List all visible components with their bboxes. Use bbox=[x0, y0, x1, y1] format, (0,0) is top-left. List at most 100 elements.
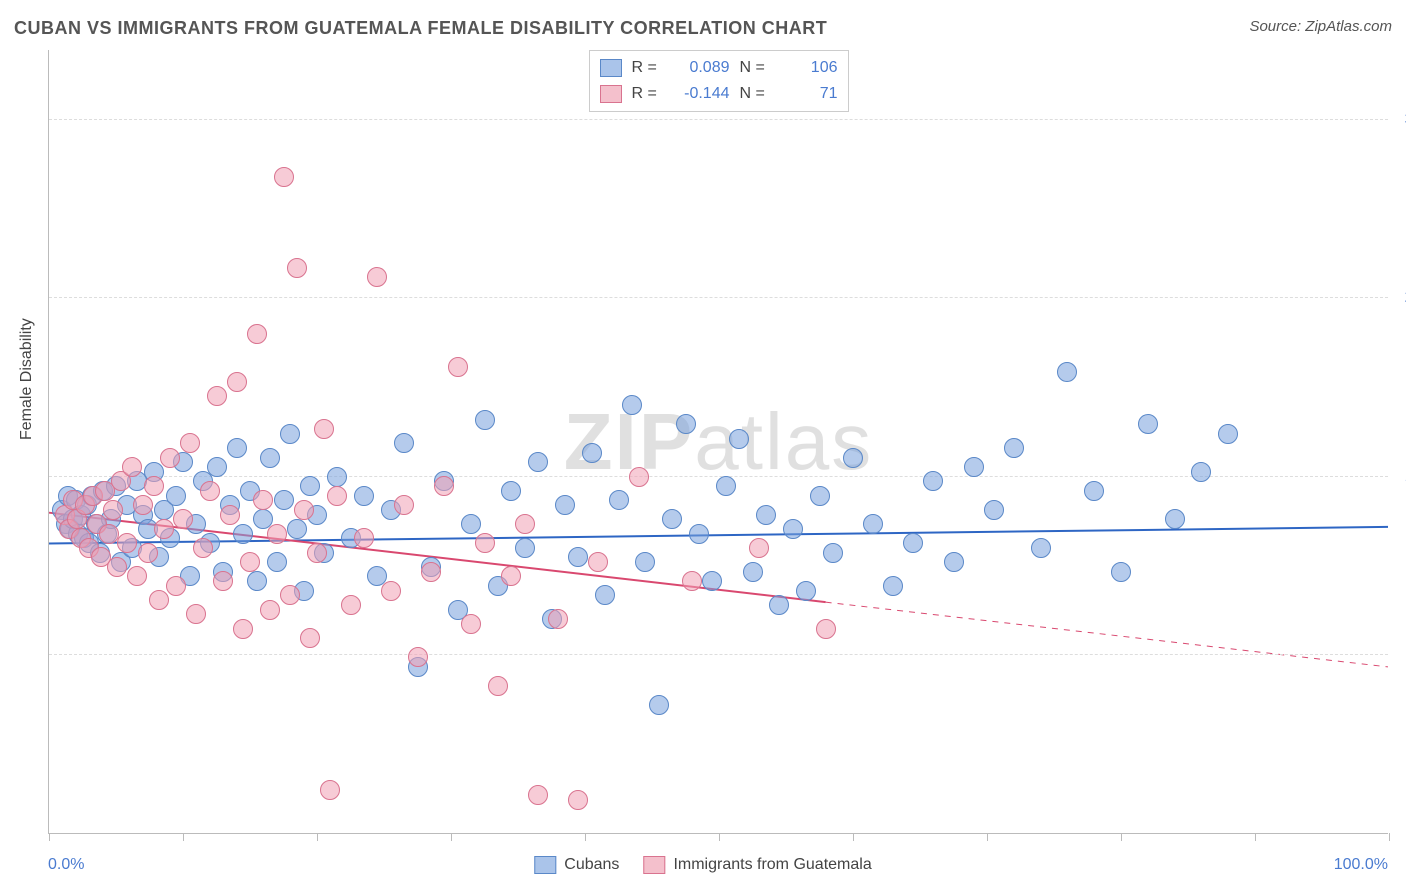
data-point bbox=[729, 429, 749, 449]
x-tick bbox=[451, 833, 452, 841]
data-point bbox=[122, 457, 142, 477]
data-point bbox=[984, 500, 1004, 520]
x-tick bbox=[1121, 833, 1122, 841]
data-point bbox=[421, 562, 441, 582]
plot-area: ZIPatlas R =0.089N =106R =-0.144N =71 7.… bbox=[48, 50, 1388, 834]
gridline bbox=[49, 476, 1388, 477]
data-point bbox=[501, 481, 521, 501]
data-point bbox=[103, 500, 123, 520]
data-point bbox=[1138, 414, 1158, 434]
n-label: N = bbox=[740, 85, 768, 103]
data-point bbox=[528, 452, 548, 472]
trend-line-dashed bbox=[826, 602, 1388, 667]
legend-item: Cubans bbox=[534, 856, 619, 874]
data-point bbox=[816, 619, 836, 639]
x-tick bbox=[987, 833, 988, 841]
data-point bbox=[207, 457, 227, 477]
data-point bbox=[354, 486, 374, 506]
data-point bbox=[107, 557, 127, 577]
data-point bbox=[260, 600, 280, 620]
data-point bbox=[408, 647, 428, 667]
data-point bbox=[274, 167, 294, 187]
data-point bbox=[186, 604, 206, 624]
data-point bbox=[240, 552, 260, 572]
data-point bbox=[233, 619, 253, 639]
data-point bbox=[923, 471, 943, 491]
data-point bbox=[213, 571, 233, 591]
data-point bbox=[253, 490, 273, 510]
data-point bbox=[629, 467, 649, 487]
x-tick bbox=[853, 833, 854, 841]
data-point bbox=[448, 357, 468, 377]
data-point bbox=[568, 547, 588, 567]
data-point bbox=[394, 433, 414, 453]
data-point bbox=[341, 595, 361, 615]
data-point bbox=[193, 538, 213, 558]
data-point bbox=[769, 595, 789, 615]
r-label: R = bbox=[632, 59, 660, 77]
data-point bbox=[944, 552, 964, 572]
gridline bbox=[49, 297, 1388, 298]
legend-label: Cubans bbox=[564, 856, 619, 874]
x-tick bbox=[317, 833, 318, 841]
data-point bbox=[320, 780, 340, 800]
data-point bbox=[783, 519, 803, 539]
data-point bbox=[488, 676, 508, 696]
data-point bbox=[843, 448, 863, 468]
data-point bbox=[515, 538, 535, 558]
data-point bbox=[434, 476, 454, 496]
data-point bbox=[227, 372, 247, 392]
data-point bbox=[367, 267, 387, 287]
stats-legend-box: R =0.089N =106R =-0.144N =71 bbox=[589, 50, 849, 112]
data-point bbox=[166, 576, 186, 596]
data-point bbox=[207, 386, 227, 406]
gridline bbox=[49, 654, 1388, 655]
data-point bbox=[1084, 481, 1104, 501]
data-point bbox=[247, 324, 267, 344]
data-point bbox=[287, 258, 307, 278]
data-point bbox=[756, 505, 776, 525]
data-point bbox=[475, 533, 495, 553]
data-point bbox=[582, 443, 602, 463]
data-point bbox=[555, 495, 575, 515]
data-point bbox=[743, 562, 763, 582]
watermark: ZIPatlas bbox=[564, 396, 873, 488]
data-point bbox=[149, 590, 169, 610]
data-point bbox=[649, 695, 669, 715]
data-point bbox=[127, 566, 147, 586]
data-point bbox=[173, 509, 193, 529]
data-point bbox=[548, 609, 568, 629]
data-point bbox=[1031, 538, 1051, 558]
n-value: 71 bbox=[778, 85, 838, 103]
data-point bbox=[314, 419, 334, 439]
r-label: R = bbox=[632, 85, 660, 103]
data-point bbox=[227, 438, 247, 458]
data-point bbox=[595, 585, 615, 605]
series-swatch bbox=[600, 85, 622, 103]
data-point bbox=[354, 528, 374, 548]
x-axis-label-max: 100.0% bbox=[1334, 856, 1388, 874]
stats-row: R =-0.144N =71 bbox=[600, 81, 838, 107]
data-point bbox=[307, 543, 327, 563]
legend-bottom: CubansImmigrants from Guatemala bbox=[534, 856, 871, 874]
data-point bbox=[501, 566, 521, 586]
data-point bbox=[689, 524, 709, 544]
data-point bbox=[300, 628, 320, 648]
data-point bbox=[381, 581, 401, 601]
data-point bbox=[461, 514, 481, 534]
y-tick-label: 22.5% bbox=[1394, 289, 1406, 307]
legend-swatch bbox=[534, 856, 556, 874]
n-label: N = bbox=[740, 59, 768, 77]
data-point bbox=[823, 543, 843, 563]
source-attribution: Source: ZipAtlas.com bbox=[1249, 18, 1392, 35]
data-point bbox=[180, 433, 200, 453]
data-point bbox=[1004, 438, 1024, 458]
data-point bbox=[716, 476, 736, 496]
chart-title: CUBAN VS IMMIGRANTS FROM GUATEMALA FEMAL… bbox=[14, 18, 827, 39]
x-axis-label-min: 0.0% bbox=[48, 856, 84, 874]
data-point bbox=[154, 519, 174, 539]
y-tick-label: 30.0% bbox=[1394, 111, 1406, 129]
data-point bbox=[1057, 362, 1077, 382]
series-swatch bbox=[600, 59, 622, 77]
data-point bbox=[274, 490, 294, 510]
